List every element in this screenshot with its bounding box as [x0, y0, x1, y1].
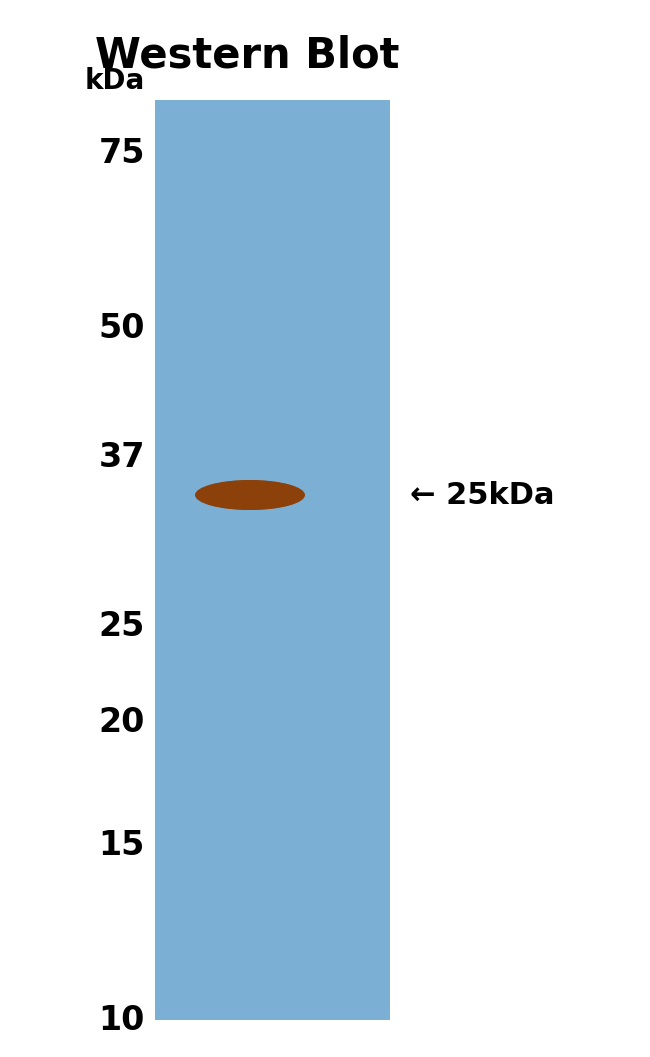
Ellipse shape — [225, 487, 275, 503]
Ellipse shape — [208, 483, 292, 507]
Text: Western Blot: Western Blot — [95, 34, 399, 76]
Text: 10: 10 — [99, 1003, 145, 1037]
Ellipse shape — [205, 482, 294, 507]
Ellipse shape — [196, 480, 304, 509]
Ellipse shape — [202, 482, 298, 508]
Ellipse shape — [226, 487, 274, 503]
Bar — [155, 100, 390, 1020]
Ellipse shape — [220, 486, 280, 504]
Ellipse shape — [222, 486, 278, 504]
Text: 20: 20 — [99, 705, 145, 739]
Text: 50: 50 — [99, 312, 145, 345]
Text: kDa: kDa — [84, 67, 145, 95]
Ellipse shape — [227, 487, 273, 502]
Ellipse shape — [209, 483, 291, 506]
Ellipse shape — [195, 480, 305, 509]
Ellipse shape — [214, 484, 286, 505]
Ellipse shape — [205, 482, 296, 507]
Ellipse shape — [215, 485, 285, 505]
Ellipse shape — [229, 488, 270, 502]
Text: ← 25kDa: ← 25kDa — [410, 481, 554, 509]
Ellipse shape — [219, 485, 281, 504]
Ellipse shape — [203, 482, 296, 508]
Ellipse shape — [201, 481, 299, 508]
Ellipse shape — [198, 481, 303, 509]
Ellipse shape — [212, 484, 289, 506]
Ellipse shape — [224, 486, 276, 503]
Ellipse shape — [216, 485, 283, 505]
Ellipse shape — [213, 484, 287, 506]
Ellipse shape — [218, 485, 282, 505]
Ellipse shape — [221, 486, 279, 504]
Ellipse shape — [200, 481, 300, 508]
Ellipse shape — [231, 488, 269, 502]
Ellipse shape — [228, 487, 272, 502]
Text: 15: 15 — [99, 829, 145, 863]
Ellipse shape — [211, 483, 289, 506]
Text: 25: 25 — [99, 610, 145, 643]
Ellipse shape — [207, 483, 293, 507]
Ellipse shape — [199, 481, 302, 509]
Text: 37: 37 — [99, 441, 145, 474]
Text: 75: 75 — [99, 137, 145, 170]
